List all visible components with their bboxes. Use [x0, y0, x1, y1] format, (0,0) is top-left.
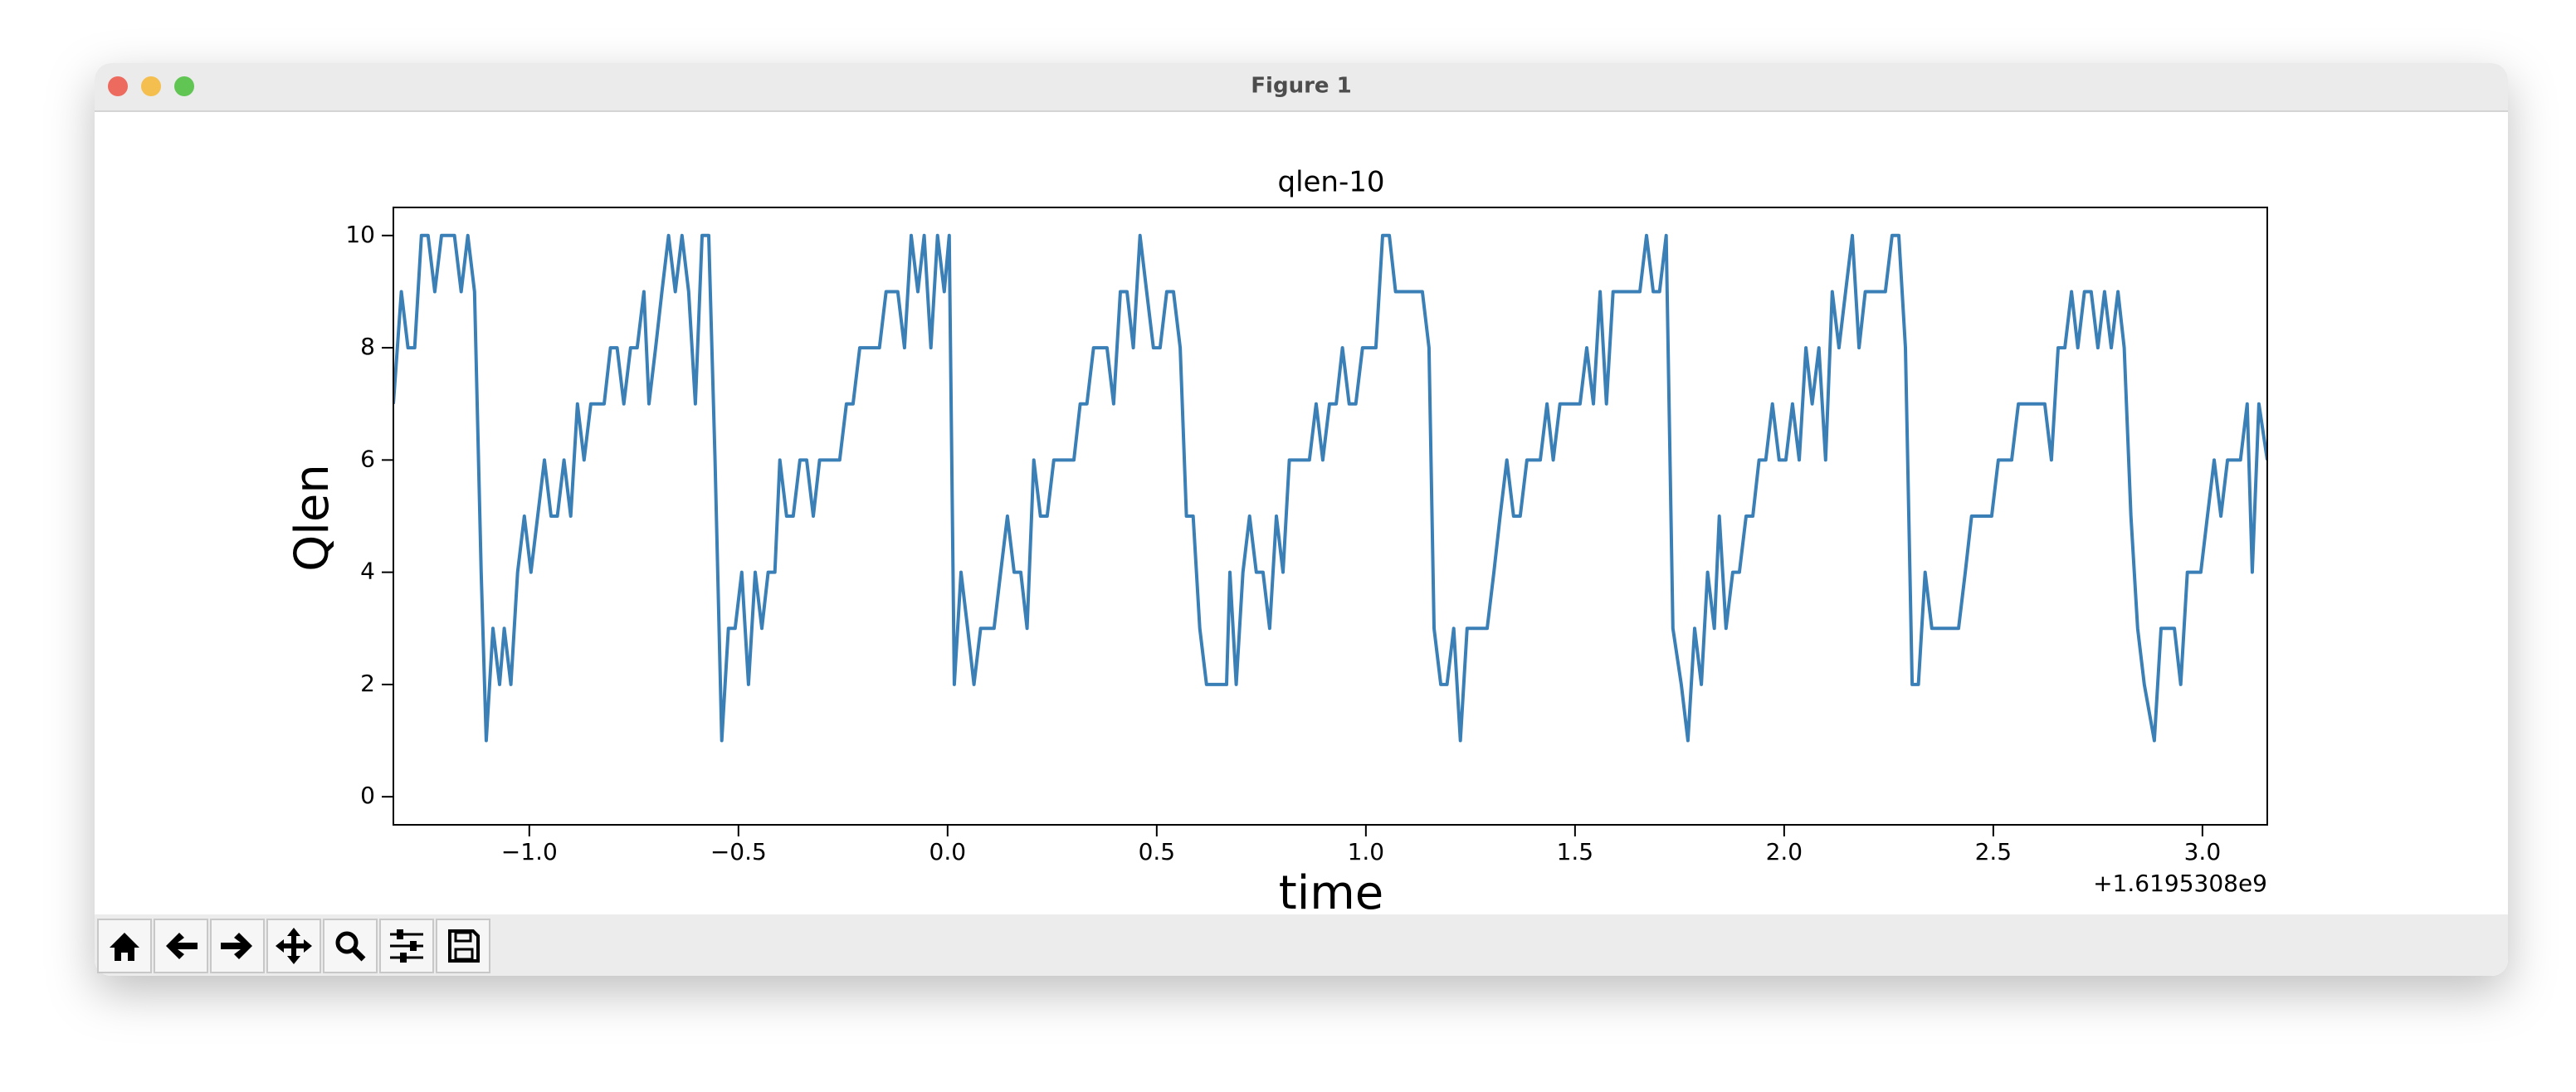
y-tick-label: 2 [360, 670, 375, 697]
x-tick-label: −0.5 [710, 838, 767, 865]
x-tick-label: 0.5 [1139, 838, 1176, 865]
x-tick-label: 3.0 [2184, 838, 2222, 865]
y-tick-label: 8 [360, 333, 375, 360]
forward-button[interactable] [210, 919, 265, 973]
chart-title: qlen-10 [1277, 166, 1384, 199]
chart: qlen-10 time Qlen +1.6195308e9 0 2 4 6 8 10 −1… [285, 166, 2268, 920]
toolbar [95, 914, 2508, 976]
close-button[interactable] [108, 76, 128, 96]
x-offset-label: +1.6195308e9 [2093, 870, 2267, 897]
x-tick-label: −1.0 [501, 838, 558, 865]
y-axis-label: Qlen [285, 464, 339, 572]
plot-frame [393, 207, 2268, 826]
toolbar-buttons [97, 919, 490, 973]
x-tick-label: 0.0 [929, 838, 967, 865]
window-title: Figure 1 [1251, 74, 1351, 99]
title-bar [95, 63, 2508, 111]
y-tick-label: 6 [360, 445, 375, 472]
zoom-button[interactable] [174, 76, 194, 96]
window [95, 63, 2508, 976]
zoom-rect-button[interactable] [323, 919, 378, 973]
home-button[interactable] [97, 919, 152, 973]
save-button[interactable] [436, 919, 490, 973]
x-tick-label: 1.0 [1348, 838, 1385, 865]
x-axis-label: time [1279, 866, 1384, 920]
y-tick-label: 0 [360, 782, 375, 809]
pan-button[interactable] [266, 919, 321, 973]
minimize-button[interactable] [141, 76, 161, 96]
x-tick-label: 2.5 [1975, 838, 2013, 865]
back-button[interactable] [154, 919, 208, 973]
configure-button[interactable] [379, 919, 434, 973]
x-tick-label: 1.5 [1557, 838, 1594, 865]
x-tick-label: 2.0 [1766, 838, 1803, 865]
y-tick-label: 10 [345, 221, 375, 248]
data-line [393, 233, 2267, 743]
y-tick-label: 4 [360, 558, 375, 585]
